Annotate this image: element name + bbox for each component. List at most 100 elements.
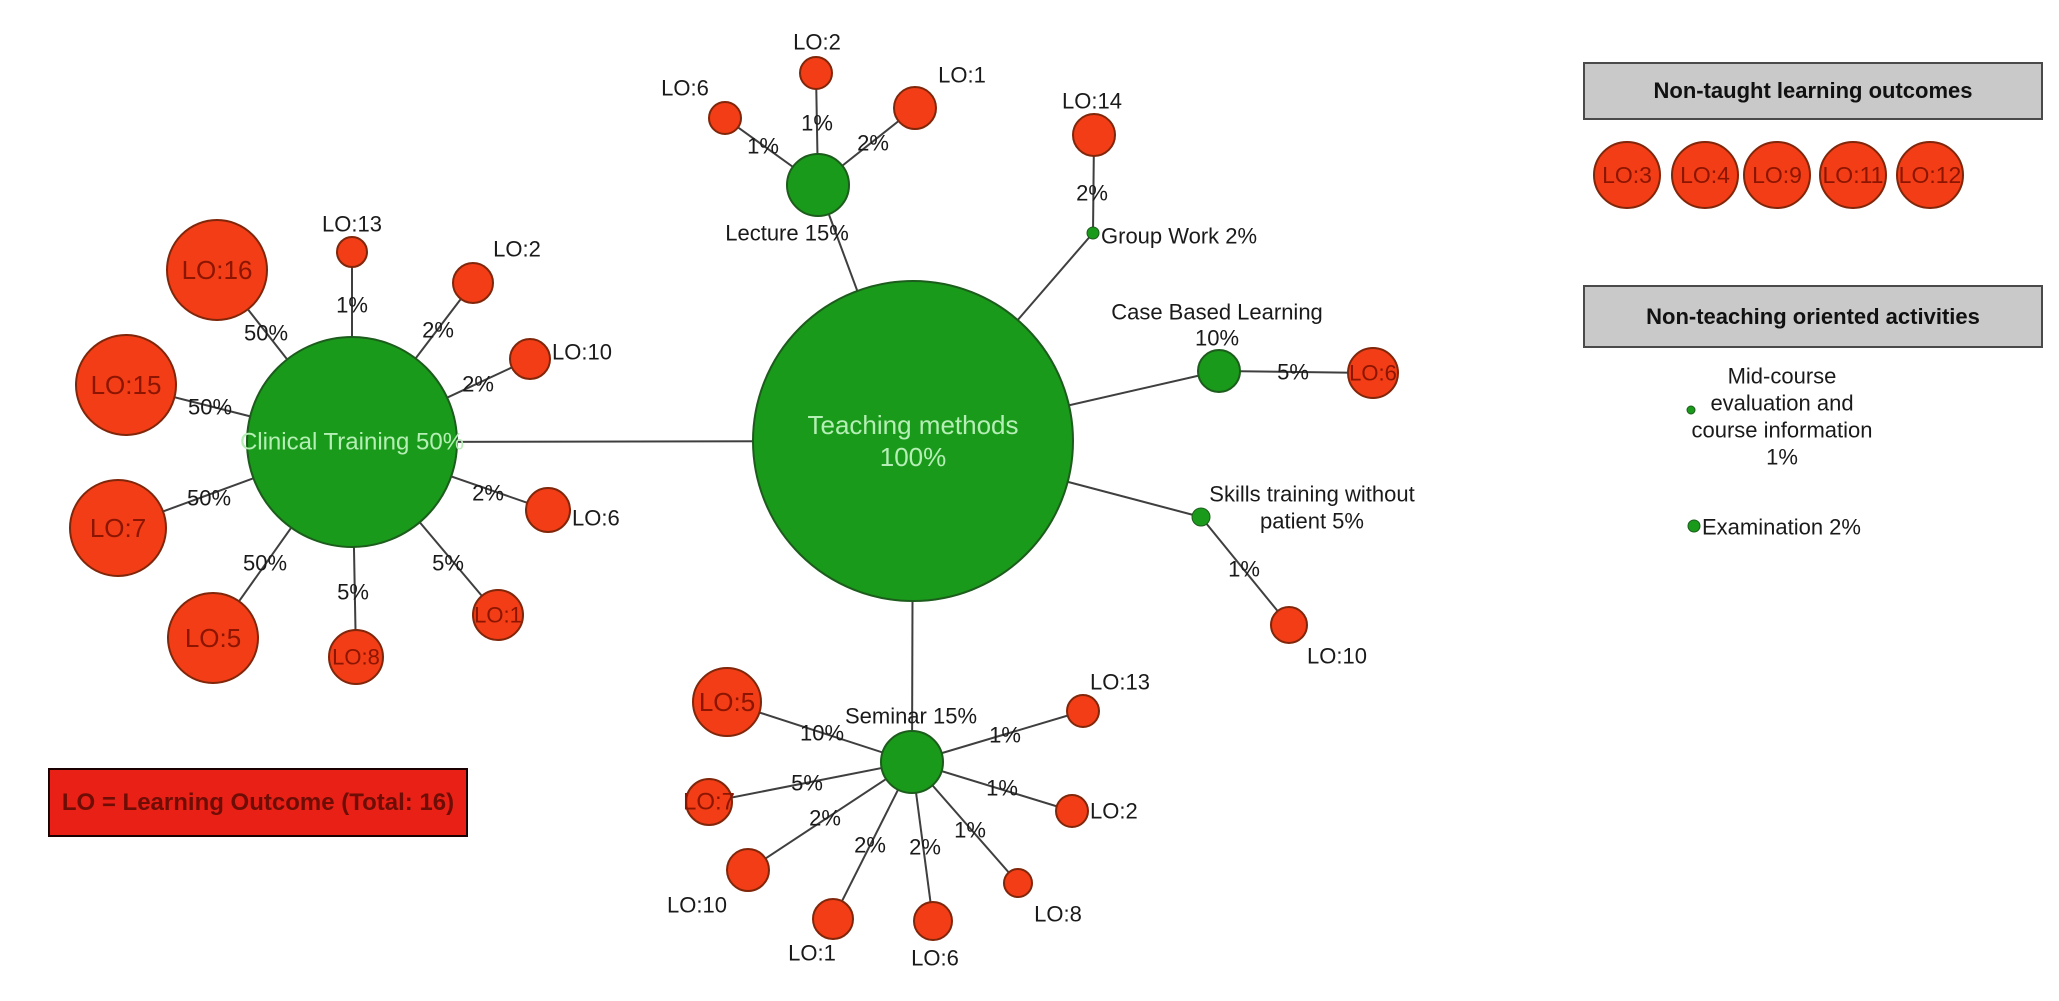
node-lecture-lo2 <box>799 56 833 90</box>
node-clinical-lo5 <box>167 592 259 684</box>
edge-label-lecture-l_lo6: 1% <box>747 134 779 159</box>
edge-label-clinical-cl_lo1: 5% <box>432 551 464 576</box>
label-clinical-lo1: LO:1 <box>474 603 522 628</box>
node-clinical-lo7 <box>69 479 167 577</box>
label-clinical-lo2: LO:2 <box>493 237 541 262</box>
legend-non-taught-box: Non-taught learning outcomes <box>1583 62 2043 120</box>
node-legend-lo4 <box>1671 141 1739 209</box>
node-clinical-lo13 <box>336 236 368 268</box>
label-clinical-lo15: LO:15 <box>91 370 162 400</box>
node-skills-training-without-patient <box>1191 507 1211 527</box>
legend-non-taught-title: Non-taught learning outcomes <box>1653 78 1973 103</box>
node-clinical-training <box>246 336 458 548</box>
edge-label-clinical-cl_lo15: 50% <box>188 395 232 420</box>
node-case-based-lo6 <box>1347 347 1399 399</box>
label-group-work: Group Work 2% <box>1101 224 1257 249</box>
edge-label-seminar-se_lo1: 2% <box>854 833 886 858</box>
edge-label-clinical-cl_lo10: 2% <box>462 372 494 397</box>
label-clinical-lo13: LO:13 <box>322 212 382 237</box>
label-seminar: Seminar 15% <box>845 704 977 729</box>
label-case-based-learning: Case Based Learning <box>1111 300 1323 325</box>
edge-label-clinical-cl_lo13: 1% <box>336 293 368 318</box>
node-seminar-lo10 <box>726 848 770 892</box>
edge-label-seminar-se_lo7: 5% <box>791 771 823 796</box>
label-mid-course-evaluation-dot: evaluation and <box>1710 391 1853 416</box>
label-legend-lo3: LO:3 <box>1602 162 1652 188</box>
node-clinical-lo1 <box>472 589 524 641</box>
label-skills-training-without-patient: patient 5% <box>1260 509 1364 534</box>
node-clinical-lo16 <box>166 219 268 321</box>
edge-label-clinical-cl_lo8: 5% <box>337 580 369 605</box>
edge-label-clinical-cl_lo16: 50% <box>244 321 288 346</box>
label-clinical-lo16: LO:16 <box>182 255 253 285</box>
key-box-text: LO = Learning Outcome (Total: 16) <box>61 788 455 816</box>
label-lecture: Lecture 15% <box>725 221 849 246</box>
key-box: LO = Learning Outcome (Total: 16) <box>48 768 468 837</box>
label-legend-lo4: LO:4 <box>1680 162 1730 188</box>
label-clinical-lo5: LO:5 <box>185 623 241 653</box>
label-case-based-learning: 10% <box>1195 326 1239 351</box>
edge-label-lecture-l_lo2: 1% <box>801 111 833 136</box>
node-clinical-lo10 <box>509 338 551 380</box>
node-seminar-lo8 <box>1003 868 1033 898</box>
node-case-based-learning <box>1197 349 1241 393</box>
legend-non-teaching-title: Non-teaching oriented activities <box>1646 303 1980 329</box>
label-teaching-methods: Teaching methods <box>807 410 1018 440</box>
node-legend-lo12 <box>1896 141 1964 209</box>
label-clinical-training: Clinical Training 50% <box>240 429 464 456</box>
label-skills-lo10: LO:10 <box>1307 644 1367 669</box>
label-seminar-lo7: LO:7 <box>683 789 735 816</box>
legend-non-teaching-box: Non-teaching oriented activities <box>1583 285 2043 348</box>
label-clinical-lo10: LO:10 <box>552 340 612 365</box>
node-clinical-lo15 <box>75 334 177 436</box>
edge-label-clinical-cl_lo6: 2% <box>472 481 504 506</box>
label-clinical-lo8: LO:8 <box>332 645 380 670</box>
node-legend-lo3 <box>1593 141 1661 209</box>
label-lecture-lo1: LO:1 <box>938 63 986 88</box>
edge-label-skills-s_lo10: 1% <box>1228 557 1260 582</box>
label-mid-course-evaluation-dot: Mid-course <box>1728 364 1837 389</box>
label-seminar-lo10: LO:10 <box>667 893 727 918</box>
label-case-based-lo6: LO:6 <box>1349 361 1397 386</box>
node-group-work-lo14 <box>1072 113 1116 157</box>
label-mid-course-evaluation-dot: course information <box>1692 418 1873 443</box>
label-mid-course-evaluation-dot: 1% <box>1766 445 1798 470</box>
edge-seminar-se_lo7 <box>708 761 913 803</box>
label-skills-training-without-patient: Skills training without <box>1209 482 1414 507</box>
label-legend-lo12: LO:12 <box>1899 162 1962 188</box>
node-seminar-lo7 <box>685 778 733 826</box>
label-lecture-lo6: LO:6 <box>661 76 709 101</box>
label-seminar-lo6: LO:6 <box>911 946 959 971</box>
node-mid-course-evaluation-dot <box>1686 405 1696 415</box>
node-seminar-lo13 <box>1066 694 1100 728</box>
label-legend-lo11: LO:11 <box>1823 162 1884 188</box>
node-teaching-methods <box>752 280 1074 602</box>
edge-label-seminar-se_lo10: 2% <box>809 806 841 831</box>
label-seminar-lo2: LO:2 <box>1090 799 1138 824</box>
node-seminar-lo1 <box>812 898 854 940</box>
label-seminar-lo1: LO:1 <box>788 941 836 966</box>
label-examination-dot: Examination 2% <box>1702 515 1861 540</box>
node-lecture <box>786 153 850 217</box>
edge-label-clinical-cl_lo7: 50% <box>187 486 231 511</box>
edge-label-seminar-se_lo13: 1% <box>989 723 1021 748</box>
edge-label-groupwork-lo14: 2% <box>1076 181 1108 206</box>
node-clinical-lo6 <box>525 487 571 533</box>
label-seminar-lo5: LO:5 <box>699 687 755 717</box>
edge-label-clinical-cl_lo5: 50% <box>243 551 287 576</box>
node-seminar-lo2 <box>1055 794 1089 828</box>
node-legend-lo11 <box>1819 141 1887 209</box>
edge-label-lecture-l_lo1: 2% <box>857 131 889 156</box>
node-lecture-lo6 <box>708 101 742 135</box>
edge-skills-s_lo10 <box>1200 516 1290 626</box>
edge-label-seminar-se_lo2: 1% <box>986 776 1018 801</box>
edge-label-seminar-se_lo8: 1% <box>954 818 986 843</box>
edge-label-cbl-c_lo6: 5% <box>1277 360 1309 385</box>
edge-label-seminar-se_lo6: 2% <box>909 835 941 860</box>
node-seminar-lo5 <box>692 667 762 737</box>
label-lecture-lo2: LO:2 <box>793 30 841 55</box>
edge-seminar-se_lo10 <box>747 761 913 871</box>
edge-label-seminar-se_lo5: 10% <box>800 721 844 746</box>
label-group-work-lo14: LO:14 <box>1062 89 1122 114</box>
